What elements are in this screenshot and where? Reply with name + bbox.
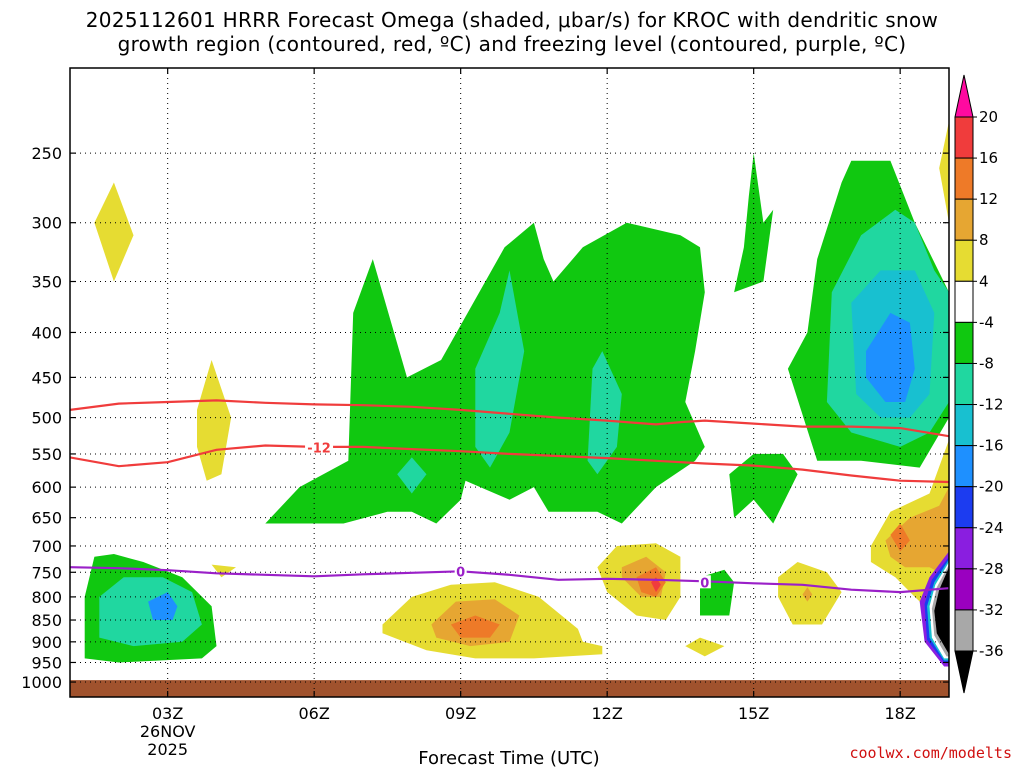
omega-region-orange-light-right [885, 487, 949, 578]
y-tick-label-700: 700 [31, 537, 62, 556]
omega-region-green-blob-16z [729, 453, 798, 524]
omega-shading-layer [84, 121, 949, 667]
omega-region-yellow-250-right [939, 121, 949, 223]
freezing-contour-label-0-bg [454, 564, 467, 578]
colorbar-swatch-3 [954, 239, 974, 282]
omega-region-red-dot-12z [651, 577, 661, 593]
y-tick-label-900: 900 [31, 633, 62, 652]
colorbar-swatch-0 [954, 116, 974, 159]
colorbar-label-10: -24 [979, 519, 1004, 537]
x-tick-year: 2025 [147, 740, 188, 759]
omega-region-orange-12z [636, 567, 666, 597]
omega-region-teal-08z [397, 457, 427, 494]
colorbar-label-12: -32 [979, 601, 1004, 619]
y-tick-label-450: 450 [31, 368, 62, 387]
dgz-line-lower [70, 444, 949, 484]
omega-region-orange-right [890, 523, 910, 552]
omega-region-teal-left [99, 577, 202, 647]
y-tick-label-600: 600 [31, 478, 62, 497]
x-tick-date: 26NOV [140, 722, 196, 741]
omega-region-blue-left [148, 592, 178, 620]
y-tick-label-250: 250 [31, 144, 62, 163]
y-tick-label-750: 750 [31, 563, 62, 582]
colorbar-label-8: -16 [979, 437, 1004, 455]
dgz-contour-label: -12 [307, 442, 331, 457]
colorbar-label-5: -4 [979, 313, 994, 331]
dgz-line-upper [70, 399, 949, 438]
colorbar-label-1: 16 [979, 149, 998, 167]
omega-region-blue-upper-right [866, 312, 915, 402]
colorbar-label-6: -8 [979, 354, 994, 372]
plot-frame [69, 67, 950, 698]
y-tick-label-650: 650 [31, 509, 62, 528]
x-axis-label: Forecast Time (UTC) [418, 748, 599, 768]
y-tick-label-800: 800 [31, 588, 62, 607]
colorbar-swatch-9 [954, 486, 974, 529]
x-tick-label-18Z: 18Z [885, 704, 916, 723]
omega-region-teal-12z [587, 351, 622, 475]
colorbar-swatch-2 [954, 198, 974, 241]
y-tick-label-850: 850 [31, 611, 62, 630]
freezing-contour-label-1: 0 [700, 576, 709, 591]
colorbar-swatch-7 [954, 404, 974, 447]
freezing-contour-label-1-bg [698, 575, 711, 589]
colorbar-label-0: 20 [979, 108, 998, 126]
omega-region-yellow-04z [197, 360, 232, 481]
y-tick-label-300: 300 [31, 214, 62, 233]
y-tick-label-350: 350 [31, 273, 62, 292]
colorbar-label-9: -20 [979, 478, 1004, 496]
colorbar-swatch-4 [954, 280, 974, 323]
chart-title-line-2: growth region (contoured, red, ºC) and f… [117, 32, 907, 56]
y-tick-label-550: 550 [31, 445, 62, 464]
chart-title-line-1: 2025112601 HRRR Forecast Omega (shaded, … [85, 8, 939, 32]
colorbar-label-2: 12 [979, 190, 998, 208]
y-tick-label-950: 950 [31, 653, 62, 672]
omega-region-orange-dot-16z [802, 587, 813, 602]
colorbar-label-3: 8 [979, 231, 989, 249]
colorbar-swatch-12 [954, 609, 974, 652]
x-tick-label-15Z: 15Z [738, 704, 769, 723]
x-tick-label-09Z: 09Z [445, 704, 476, 723]
dgz-contour-label-bg [305, 440, 334, 454]
colorbar-swatch-10 [954, 527, 974, 570]
omega-region-teal-09z [475, 270, 525, 468]
ground-layer [70, 680, 949, 697]
colorbar-label-4: 4 [979, 272, 989, 290]
colorbar-label-13: -36 [979, 642, 1004, 660]
contour-lines-layer: -12 0 0 [70, 399, 949, 594]
omega-region-orange-09z [450, 615, 500, 638]
colorbar: 20 16 12 8 4 -4 -8 -12 -16 -20 -24 -28 -32 -36 [954, 74, 1004, 694]
colorbar-swatch-11 [954, 568, 974, 611]
y-tick-label-400: 400 [31, 323, 62, 342]
colorbar-swatch-5 [954, 321, 974, 364]
colorbar-label-11: -28 [979, 560, 1004, 578]
x-tick-label-06Z: 06Z [299, 704, 330, 723]
x-tick-label-03Z: 03Z [152, 704, 183, 723]
omega-region-yellow-small-04z [211, 564, 236, 578]
colorbar-swatch-1 [954, 157, 974, 200]
omega-region-green-spike-15z [734, 153, 774, 293]
axes: 250 300 350 400 450 500 550 600 650 700 750 800 850 9… [21, 67, 950, 759]
colorbar-bottom-arrow [954, 650, 974, 694]
colorbar-label-7: -12 [979, 396, 1004, 414]
colorbar-swatch-6 [954, 362, 974, 406]
omega-region-yellow-14z [685, 637, 725, 657]
y-tick-label-500: 500 [31, 409, 62, 428]
omega-region-yellow-250-left [94, 182, 134, 282]
ground-surface [70, 680, 949, 697]
colorbar-swatch-8 [954, 445, 974, 488]
y-tick-label-1000: 1000 [21, 673, 62, 692]
x-tick-label-12Z: 12Z [592, 704, 623, 723]
freezing-level-line [70, 566, 949, 594]
credit-link[interactable]: coolwx.com/modelts [849, 744, 1012, 762]
colorbar-top-arrow [954, 74, 974, 118]
freezing-contour-label-0: 0 [456, 565, 465, 580]
